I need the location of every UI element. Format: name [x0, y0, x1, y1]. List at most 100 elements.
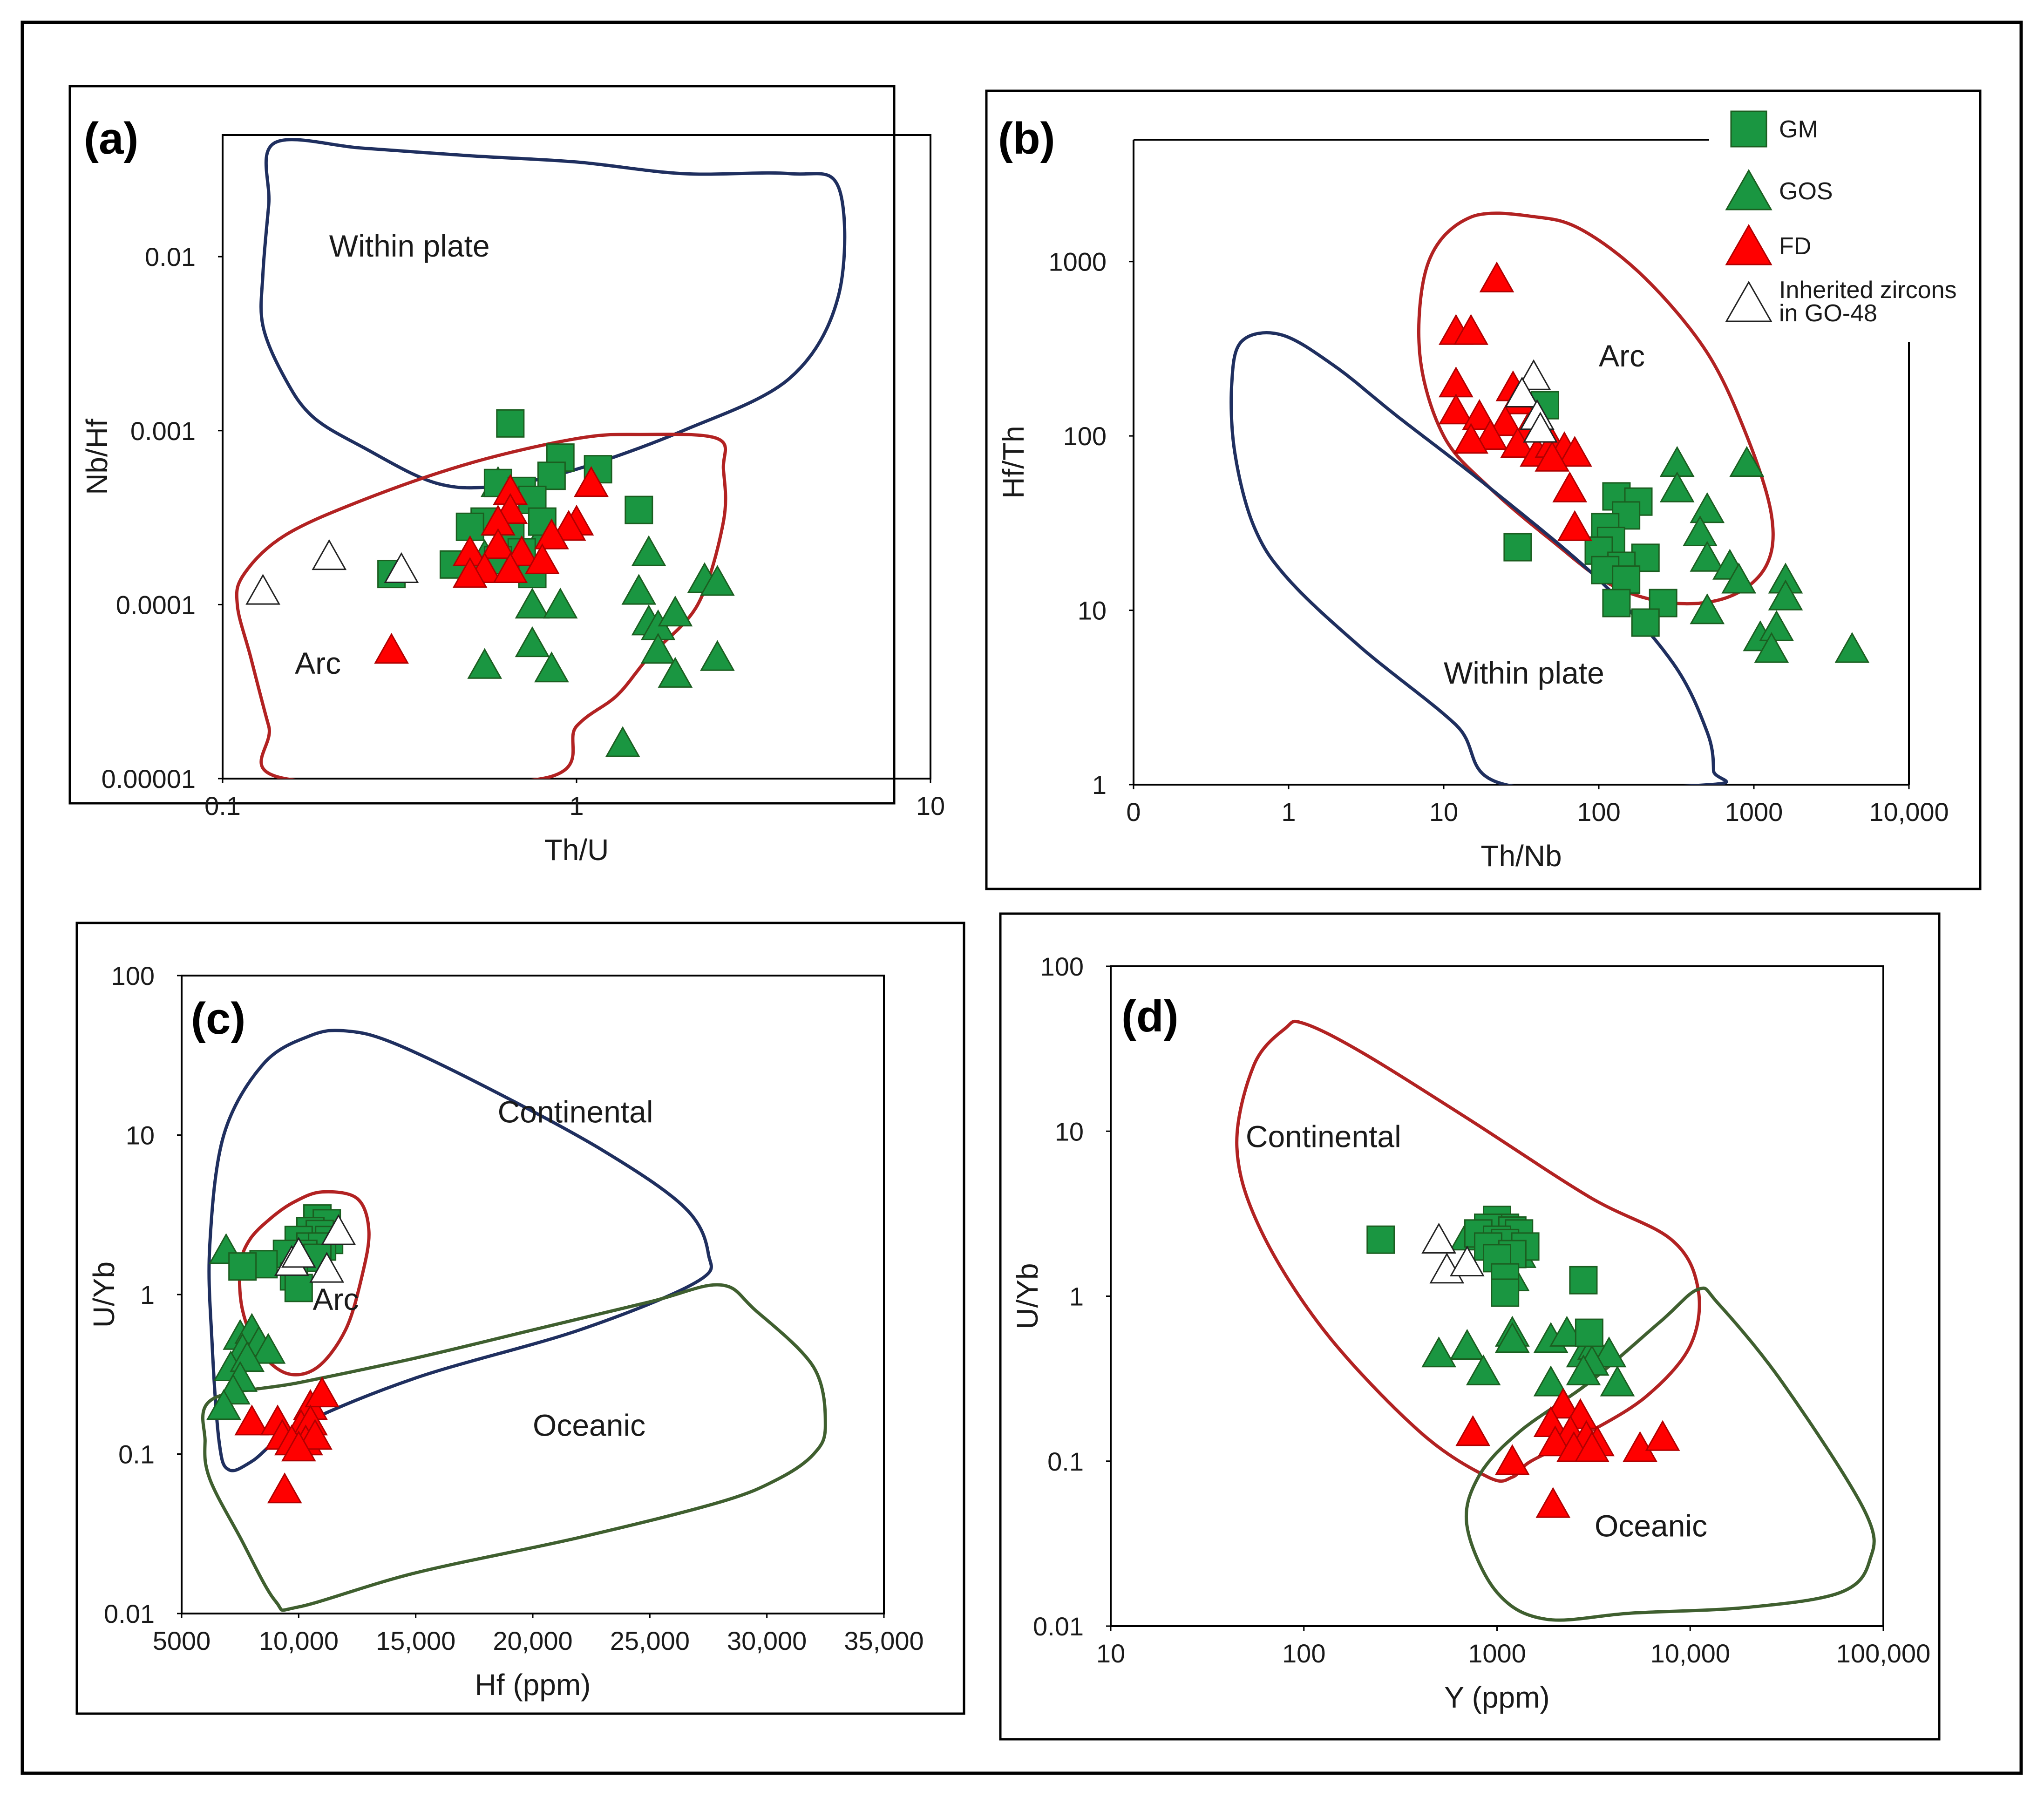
- point-gos-a: [534, 651, 569, 683]
- point-gos-d: [1466, 1354, 1501, 1385]
- region-arc-b: [1417, 211, 1775, 606]
- point-gos-c: [251, 1333, 286, 1364]
- point-gos-a: [700, 565, 735, 596]
- region-label-arc-c: Arc: [312, 1282, 359, 1316]
- point-gos-a: [640, 632, 676, 664]
- point-fd-d: [1546, 1388, 1581, 1419]
- point-inherited-c: [321, 1214, 356, 1245]
- x-tick-label-c: 20,000: [493, 1626, 572, 1655]
- y-tick-label-b: 10: [1078, 596, 1107, 625]
- y-tick-label-c: 0.01: [104, 1599, 155, 1628]
- x-tick-label-c: 10,000: [259, 1626, 339, 1655]
- x-tick-label-a: 10: [916, 791, 945, 821]
- point-fd-c: [234, 1404, 270, 1436]
- legend-label-gos: GOS: [1779, 178, 1833, 205]
- point-fd-b: [1557, 436, 1592, 467]
- point-gm-a: [625, 495, 653, 524]
- region-label-arc-b: Arc: [1599, 339, 1645, 373]
- y-tick-label-a: 0.00001: [102, 764, 196, 793]
- point-gm-c: [284, 1274, 313, 1302]
- y-tick-label-c: 10: [126, 1121, 155, 1150]
- legend-label-gm: GM: [1779, 116, 1818, 143]
- point-gm-d: [1569, 1266, 1598, 1295]
- y-axis-label-c: U/Yb: [87, 1261, 121, 1328]
- x-tick-label-a: 0.1: [204, 791, 241, 821]
- point-fd-d: [1574, 1431, 1609, 1462]
- y-tick-label-c: 100: [111, 961, 155, 990]
- legend-label-inherited-2: in GO-48: [1779, 300, 1877, 327]
- point-fd-b: [1439, 366, 1474, 398]
- regions-b: [1229, 211, 1775, 785]
- y-tick-label-d: 1: [1069, 1282, 1084, 1311]
- x-axis-label-c: Hf (ppm): [475, 1668, 591, 1702]
- x-tick-label-c: 15,000: [376, 1626, 455, 1655]
- point-gos-a: [467, 648, 503, 679]
- legend-marker-fd: [1725, 224, 1772, 265]
- point-gm-b: [1503, 533, 1532, 562]
- point-gos-b: [1683, 515, 1718, 546]
- x-tick-label-c: 30,000: [727, 1626, 807, 1655]
- points-c: [206, 1204, 356, 1504]
- point-gos-a: [515, 626, 550, 658]
- point-gos-a: [658, 657, 693, 688]
- x-tick-label-c: 5000: [153, 1626, 211, 1655]
- x-tick-label-b: 10: [1429, 797, 1458, 827]
- panel-label-c: (c): [191, 994, 245, 1044]
- point-gos-b: [1690, 593, 1725, 624]
- point-fd-b: [1557, 510, 1592, 541]
- y-tick-label-b: 1000: [1048, 247, 1107, 277]
- point-gos-d: [1421, 1336, 1456, 1368]
- panel-label-a: (a): [84, 114, 138, 163]
- point-fd-b: [1439, 393, 1474, 425]
- point-fd-a: [481, 528, 516, 559]
- region-arc-a: [235, 433, 727, 779]
- point-fd-b: [1462, 399, 1497, 430]
- point-gos-b: [1729, 446, 1765, 477]
- point-inherited-c: [309, 1252, 345, 1283]
- panel-c-frame: [75, 922, 965, 1715]
- region-within-plate-b: [1229, 331, 1728, 785]
- point-fd-a: [534, 518, 569, 549]
- point-inherited-c: [281, 1237, 316, 1268]
- panel-label-d: (d): [1121, 991, 1179, 1041]
- x-tick-label-b: 1: [1281, 797, 1296, 827]
- point-inherited-d: [1421, 1222, 1456, 1254]
- point-gos-d: [1591, 1336, 1627, 1368]
- point-gos-d: [1533, 1365, 1569, 1397]
- region-continental-c: [207, 1029, 713, 1472]
- point-fd-d: [1538, 1425, 1573, 1457]
- panel-a-frame: [68, 85, 896, 805]
- panel-label-b: (b): [998, 114, 1055, 163]
- point-fd-c: [267, 1472, 302, 1504]
- region-label-oceanic-d: Oceanic: [1595, 1508, 1707, 1543]
- x-tick-label-c: 25,000: [610, 1626, 690, 1655]
- point-inherited-a: [312, 539, 347, 570]
- y-tick-label-d: 0.01: [1033, 1612, 1084, 1641]
- point-gos-d: [1449, 1329, 1485, 1360]
- point-fd-b: [1535, 441, 1570, 472]
- point-gm-b: [1631, 608, 1660, 637]
- x-tick-label-b: 0: [1126, 797, 1141, 827]
- x-axis-label-d: Y (ppm): [1444, 1681, 1549, 1714]
- point-gos-a: [605, 726, 640, 757]
- point-fd-d: [1455, 1415, 1491, 1446]
- point-fd-b: [1453, 314, 1488, 345]
- point-fd-d: [1494, 1444, 1530, 1475]
- point-fd-b: [1453, 423, 1488, 454]
- point-inherited-a: [384, 552, 419, 583]
- panel-a: Within plate Arc 0.1 1 10 0.00001 0.0001 0.001 0…: [68, 85, 945, 867]
- panel-c: Continental Arc Oceanic 5000 10,000 15,000 20,…: [75, 922, 965, 1715]
- point-inherited-d: [1449, 1245, 1485, 1276]
- x-tick-label-a: 1: [569, 791, 584, 821]
- panel-b-frame: [985, 89, 1982, 890]
- points-b: [1439, 261, 1870, 663]
- x-axis-label-a: Th/U: [544, 833, 609, 867]
- point-gm-a: [537, 461, 566, 490]
- point-fd-a: [551, 509, 586, 541]
- point-gos-a: [700, 640, 735, 671]
- point-gos-a: [543, 587, 578, 619]
- regions-d: [1235, 1019, 1876, 1622]
- point-fd-b: [1500, 427, 1535, 458]
- point-gos-d: [1494, 1322, 1530, 1353]
